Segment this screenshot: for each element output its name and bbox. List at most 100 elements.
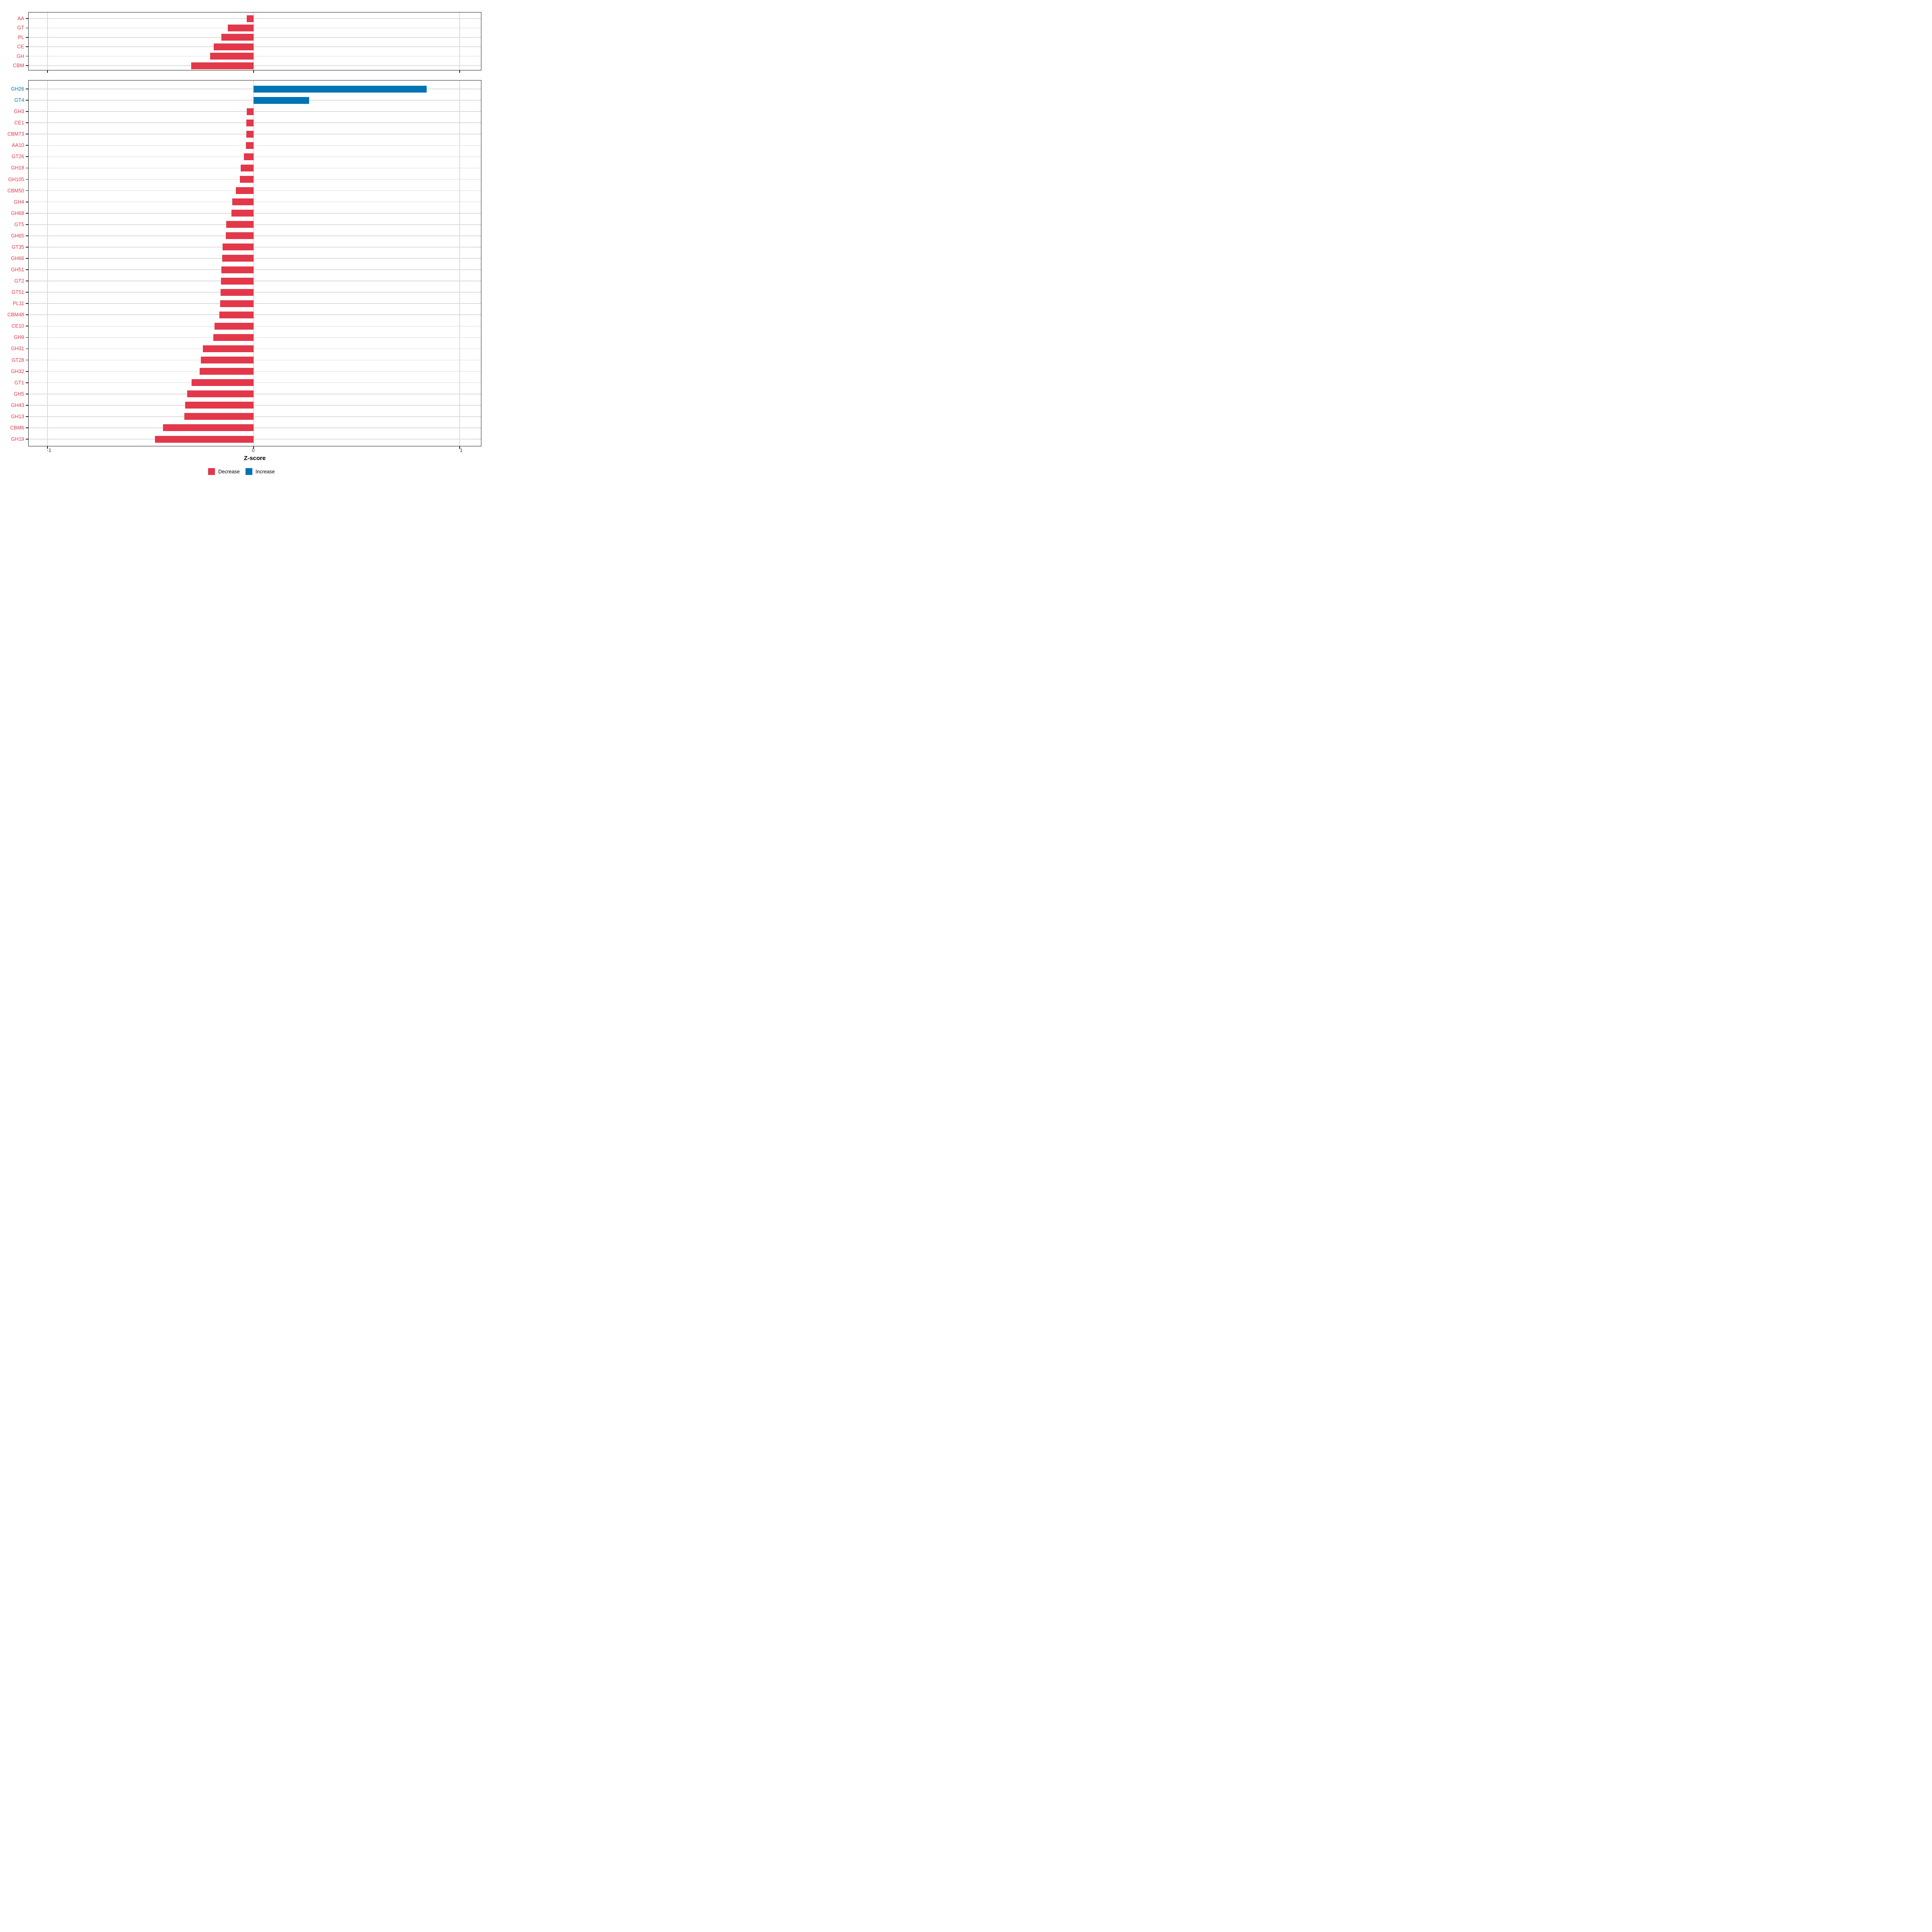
bar-GT51 (220, 289, 254, 296)
category-tick-GT5 (26, 224, 28, 225)
row-gridline-GT28 (29, 359, 481, 361)
gridline-x--1 (47, 80, 48, 446)
bar-GH9 (213, 334, 254, 341)
category-tick-CBM50 (26, 190, 28, 191)
row-gridline-GT (29, 27, 481, 29)
row-gridline-CE1 (29, 122, 481, 123)
category-tick-GH19 (26, 439, 28, 440)
category-tick-GT26 (26, 156, 28, 157)
category-tick-GH43 (26, 405, 28, 406)
row-gridline-GH13 (29, 416, 481, 417)
category-tick-GH18 (26, 167, 28, 169)
bar-GH68 (231, 210, 254, 217)
row-gridline-GT35 (29, 247, 481, 248)
category-label-GH4: GH4 (14, 199, 24, 205)
category-label-GH66: GH66 (11, 255, 24, 261)
x-axis-tick-mark-1 (459, 70, 460, 73)
bar-CBM48 (219, 311, 254, 318)
category-tick-CBM6 (26, 427, 28, 428)
category-tick-GH3 (26, 111, 28, 112)
legend-item-increase: Increase (245, 468, 275, 475)
x-axis-tick-mark--1 (47, 446, 48, 449)
category-label-GT1: GT1 (14, 380, 24, 386)
category-label-GH26: GH26 (11, 86, 24, 92)
bar-GH31 (202, 345, 254, 352)
category-tick-GT28 (26, 359, 28, 361)
category-label-GT51: GT51 (11, 289, 24, 295)
bar-GT2 (221, 277, 254, 285)
bar-CE10 (214, 322, 254, 330)
bar-AA10 (246, 142, 254, 149)
decrease-swatch-icon (208, 468, 215, 475)
category-label-GH5: GH5 (14, 391, 24, 397)
category-label-GT28: GT28 (11, 357, 24, 363)
category-tick-CBM48 (26, 314, 28, 316)
category-label-CBM48: CBM48 (7, 312, 24, 318)
bar-CE (214, 43, 254, 50)
category-tick-GH (26, 56, 28, 57)
bar-GH66 (222, 255, 254, 262)
row-gridline-CE10 (29, 326, 481, 327)
category-label-GT2: GT2 (14, 278, 24, 284)
gridline-x--1 (47, 12, 48, 70)
row-gridline-GH65 (29, 235, 481, 236)
bar-GH65 (226, 232, 254, 239)
category-tick-AA (26, 18, 28, 19)
bar-GT28 (201, 357, 254, 364)
category-tick-AA10 (26, 145, 28, 146)
bar-PL (221, 34, 254, 41)
row-gridline-CBM48 (29, 314, 481, 316)
category-tick-GT51 (26, 292, 28, 293)
category-tick-PL (26, 37, 28, 38)
row-gridline-GH9 (29, 337, 481, 338)
category-tick-GH51 (26, 269, 28, 270)
row-gridline-GH51 (29, 269, 481, 270)
category-label-GH105: GH105 (8, 176, 24, 182)
x-axis-title: Z-score (244, 455, 266, 462)
category-label-PL11: PL11 (12, 301, 24, 307)
bar-GT1 (191, 379, 254, 386)
bar-GH5 (187, 390, 254, 398)
bar-GH105 (239, 176, 254, 183)
bar-CBM73 (246, 130, 254, 138)
category-label-CE: CE (17, 44, 24, 50)
x-axis-tick-mark-0 (253, 446, 254, 449)
x-axis-tick-label-1: 1 (460, 448, 463, 453)
bar-GH3 (247, 108, 254, 115)
category-tick-GH66 (26, 258, 28, 259)
bar-GH18 (241, 164, 254, 171)
category-tick-GT1 (26, 382, 28, 383)
row-gridline-GT51 (29, 292, 481, 293)
increase-swatch-icon (245, 468, 252, 475)
bar-GT5 (226, 221, 254, 228)
row-gridline-GH32 (29, 371, 481, 372)
bar-CBM50 (235, 187, 254, 194)
category-label-GH43: GH43 (11, 402, 24, 408)
row-gridline-GT1 (29, 382, 481, 383)
row-gridline-AA (29, 18, 481, 19)
category-label-GT35: GT35 (11, 244, 24, 250)
legend-label-decrease: Decrease (218, 469, 240, 475)
bar-GH4 (232, 198, 254, 206)
category-label-CBM: CBM (13, 63, 24, 68)
x-axis-tick-label-neg1: -1 (47, 448, 52, 453)
bar-GH51 (221, 266, 254, 273)
x-axis-tick-mark--1 (47, 70, 48, 73)
category-label-GH51: GH51 (11, 267, 24, 273)
bar-GH19 (155, 436, 254, 443)
category-label-PL: PL (18, 34, 24, 40)
category-label-AA10: AA10 (12, 142, 24, 149)
category-label-AA: AA (17, 16, 24, 21)
category-label-CE10: CE10 (11, 323, 24, 329)
category-tick-GH9 (26, 337, 28, 338)
category-tick-CE (26, 46, 28, 47)
category-label-GH68: GH68 (11, 210, 24, 216)
category-label-GH: GH (17, 53, 24, 59)
category-label-GH18: GH18 (11, 165, 24, 171)
category-label-GH31: GH31 (11, 346, 24, 352)
x-axis-tick-label-0: 0 (252, 448, 255, 453)
row-gridline-GT5 (29, 224, 481, 225)
gridline-x-1 (459, 12, 460, 70)
category-label-GH3: GH3 (14, 109, 24, 115)
category-label-GT26: GT26 (11, 154, 24, 160)
